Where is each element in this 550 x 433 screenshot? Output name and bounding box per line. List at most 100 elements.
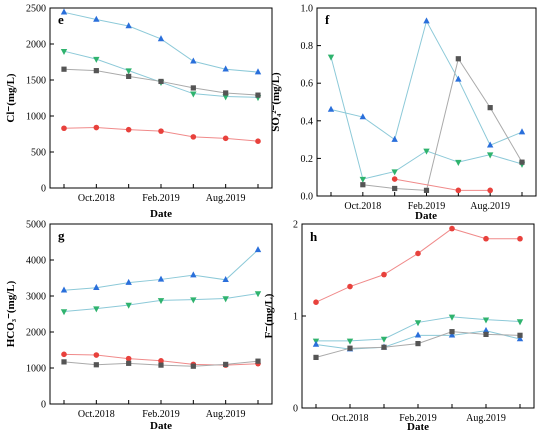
data-point-triangle-down — [359, 176, 367, 183]
data-point-square — [483, 331, 489, 337]
x-tick-label: Aug.2019 — [470, 201, 510, 212]
series-line — [63, 249, 259, 291]
y-tick-label: 1000 — [26, 364, 46, 375]
data-point-triangle-up — [157, 275, 165, 282]
y-axis-label: HCO₃⁻(mg/L) — [5, 280, 17, 347]
data-point-square — [93, 68, 99, 74]
data-point-triangle-down — [125, 68, 132, 75]
y-tick-label: 1.0 — [301, 4, 314, 15]
data-point-square — [223, 361, 229, 367]
data-point-square — [517, 332, 523, 338]
series-group — [312, 225, 524, 360]
data-point-triangle-up — [516, 335, 524, 342]
data-point-circle — [125, 355, 132, 362]
x-tick-label: Feb.2019 — [142, 193, 180, 204]
data-point-square — [313, 354, 319, 360]
y-ticks: 0 1 2 — [293, 220, 306, 415]
data-point-circle — [125, 126, 132, 133]
data-point-triangle-down — [482, 317, 490, 324]
series-group — [60, 246, 262, 369]
data-point-triangle-down — [346, 338, 354, 345]
data-point-square — [255, 358, 261, 364]
x-tick-label: Feb.2019 — [142, 409, 180, 420]
x-ticks: Oct.2018 Feb.2019 Aug.2019 — [63, 400, 259, 420]
data-point-triangle-up — [60, 286, 68, 293]
series-group — [60, 8, 262, 144]
data-point-circle — [455, 187, 462, 194]
data-point-triangle-down — [93, 56, 100, 63]
x-tick-label: Aug.2019 — [206, 193, 246, 204]
data-point-triangle-up — [455, 75, 462, 82]
x-tick-label: Oct.2018 — [344, 201, 381, 212]
y-tick-label: 0.2 — [301, 154, 314, 165]
x-tick-label: Aug.2019 — [466, 413, 506, 424]
data-point-square — [487, 105, 493, 111]
data-point-square — [126, 73, 132, 79]
data-point-triangle-up — [157, 35, 165, 42]
data-point-triangle-down — [157, 298, 165, 305]
x-ticks: Oct.2018 Feb.2019 Aug.2019 — [315, 404, 521, 424]
data-point-triangle-up — [486, 141, 494, 148]
data-point-circle — [487, 187, 493, 194]
data-point-triangle-up — [414, 331, 422, 338]
data-point-square — [158, 78, 164, 85]
data-point-square — [61, 66, 67, 72]
data-point-square — [360, 182, 366, 188]
y-axis-label: SO₄²⁻(mg/L) — [270, 72, 282, 132]
x-tick-label: Oct.2018 — [78, 409, 115, 420]
data-point-triangle-up — [482, 326, 490, 333]
y-tick-label: 1000 — [26, 112, 46, 123]
data-point-triangle-up — [423, 17, 430, 24]
data-point-triangle-up — [518, 128, 526, 135]
data-point-square — [61, 359, 67, 365]
y-tick-label: 0 — [41, 184, 46, 195]
y-tick-label: 2500 — [26, 4, 46, 15]
data-point-triangle-up — [254, 246, 262, 253]
data-point-square — [415, 341, 421, 347]
series-group — [327, 17, 526, 194]
data-point-circle — [255, 138, 261, 144]
x-axis-label: Date — [150, 420, 172, 432]
y-tick-label: 0.6 — [301, 79, 314, 90]
data-point-square — [519, 159, 525, 165]
y-tick-label: 0.0 — [301, 192, 314, 203]
data-point-circle — [347, 283, 353, 290]
data-point-circle — [222, 135, 229, 142]
y-ticks: 0.0 0.2 0.4 0.6 0.8 1.0 — [301, 4, 321, 203]
data-point-square — [347, 345, 353, 351]
data-point-triangle-up — [125, 278, 132, 285]
data-point-triangle-down — [391, 169, 398, 176]
data-point-triangle-up — [222, 276, 229, 283]
data-point-square — [449, 329, 455, 335]
data-point-triangle-down — [414, 320, 422, 327]
data-point-triangle-down — [486, 152, 494, 159]
data-point-circle — [517, 235, 523, 242]
data-point-circle — [449, 225, 455, 232]
data-point-circle — [391, 176, 398, 182]
plot-frame — [316, 7, 537, 197]
data-point-circle — [158, 128, 164, 134]
y-axis-label: Cl⁻(mg/L) — [5, 73, 17, 123]
x-tick-label: Oct.2018 — [332, 413, 369, 424]
data-point-circle — [190, 134, 197, 140]
data-point-triangle-up — [448, 331, 456, 338]
data-point-circle — [61, 351, 67, 358]
y-tick-label: 500 — [31, 148, 46, 159]
series-line — [362, 57, 523, 191]
y-tick-label: 3000 — [26, 292, 46, 303]
x-ticks: Oct.2018 Feb.2019 Aug.2019 — [63, 184, 259, 204]
y-ticks: 0 1000 2000 3000 4000 5000 — [26, 220, 54, 411]
data-point-square — [381, 344, 387, 350]
y-tick-label: 0 — [293, 404, 298, 415]
series-line — [330, 19, 523, 146]
series-line — [63, 50, 259, 98]
data-point-square — [223, 90, 229, 96]
data-point-triangle-up — [312, 340, 320, 347]
data-point-triangle-down — [448, 314, 456, 321]
data-point-triangle-down — [455, 159, 462, 166]
series-line — [330, 56, 523, 180]
data-point-triangle-up — [190, 57, 197, 64]
y-tick-label: 4000 — [26, 256, 46, 267]
data-point-square — [158, 362, 164, 368]
